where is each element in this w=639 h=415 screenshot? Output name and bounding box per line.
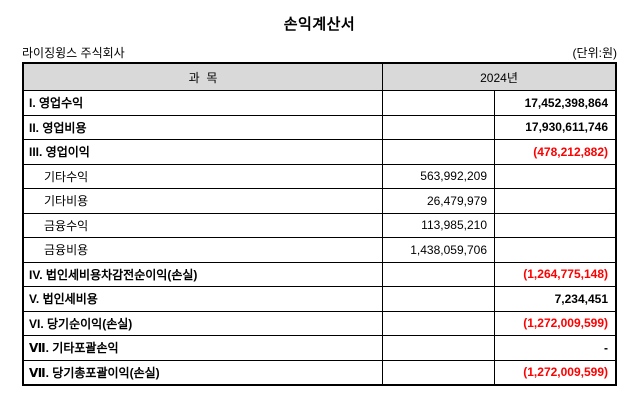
account-label: IV. 법인세비용차감전순이익(손실) <box>24 262 383 286</box>
table-body: I. 영업수익 17,452,398,864 II. 영업비용 17,930,6… <box>24 91 615 384</box>
total-amount-cell <box>495 214 615 238</box>
sub-amount-cell: 26,479,979 <box>383 189 495 213</box>
sub-amount-cell: 1,438,059,706 <box>383 238 495 262</box>
total-amount-cell <box>495 189 615 213</box>
account-label: V. 법인세비용 <box>24 287 383 311</box>
table-row: Ⅶ. 기타포괄손익 - <box>24 336 615 361</box>
document-meta: 라이징윙스 주식회사 (단위:원) <box>22 44 617 61</box>
table-header-row: 과 목 2024년 <box>24 64 615 91</box>
account-label: Ⅶ. 당기총포괄이익(손실) <box>24 360 383 384</box>
account-label: VI. 당기순이익(손실) <box>24 311 383 335</box>
total-amount-cell: (478,212,882) <box>533 144 608 159</box>
document-title: 손익계산서 <box>283 16 356 33</box>
table-row: I. 영업수익 17,452,398,864 <box>24 91 615 116</box>
total-amount-cell: (1,264,775,148) <box>523 267 608 282</box>
table-row: III. 영업이익 (478,212,882) <box>24 140 615 165</box>
table-row: V. 법인세비용 7,234,451 <box>24 287 615 312</box>
account-label: III. 영업이익 <box>24 140 383 164</box>
sub-amount-cell: 113,985,210 <box>383 213 495 237</box>
total-amount-cell <box>495 238 615 262</box>
sub-amount-cell <box>383 115 495 139</box>
table-row: 기타비용 26,479,979 <box>24 189 615 214</box>
table-row: IV. 법인세비용차감전순이익(손실) (1,264,775,148) <box>24 262 615 287</box>
unit-label: (단위:원) <box>572 46 617 60</box>
table-row: 금융수익 113,985,210 <box>24 213 615 238</box>
total-amount-cell: 7,234,451 <box>554 291 608 306</box>
account-label: 금융수익 <box>24 213 383 237</box>
account-label: I. 영업수익 <box>24 91 383 115</box>
company-name: 라이징윙스 주식회사 <box>22 46 125 60</box>
table-row: 금융비용 1,438,059,706 <box>24 238 615 263</box>
sub-amount-cell <box>383 140 495 164</box>
income-statement-table: 과 목 2024년 I. 영업수익 17,452,398,864 II. 영업비… <box>22 62 617 386</box>
account-label: II. 영업비용 <box>24 115 383 139</box>
total-amount-cell: (1,272,009,599) <box>523 316 608 331</box>
total-amount-cell: 17,930,611,746 <box>525 120 608 135</box>
total-amount-cell: (1,272,009,599) <box>523 365 608 380</box>
sub-amount-cell <box>383 360 495 384</box>
sub-amount-cell <box>383 336 495 360</box>
table-row: VI. 당기순이익(손실) (1,272,009,599) <box>24 311 615 336</box>
account-label: 금융비용 <box>24 238 383 262</box>
table-row: Ⅶ. 당기총포괄이익(손실) (1,272,009,599) <box>24 360 615 384</box>
sub-amount-cell <box>383 311 495 335</box>
sub-amount-cell <box>383 262 495 286</box>
table-row: 기타수익 563,992,209 <box>24 164 615 189</box>
total-amount-cell: 17,452,398,864 <box>524 95 608 110</box>
table-row: II. 영업비용 17,930,611,746 <box>24 115 615 140</box>
account-label: 기타비용 <box>24 189 383 213</box>
account-label: 기타수익 <box>24 164 383 188</box>
sub-amount-cell <box>383 287 495 311</box>
total-amount-cell: - <box>604 340 608 355</box>
sub-amount-cell <box>383 91 495 115</box>
total-amount-cell <box>495 165 615 189</box>
account-label: Ⅶ. 기타포괄손익 <box>24 336 383 360</box>
column-header-year: 2024년 <box>480 70 518 85</box>
sub-amount-cell: 563,992,209 <box>383 164 495 188</box>
column-header-item: 과 목 <box>24 64 383 90</box>
